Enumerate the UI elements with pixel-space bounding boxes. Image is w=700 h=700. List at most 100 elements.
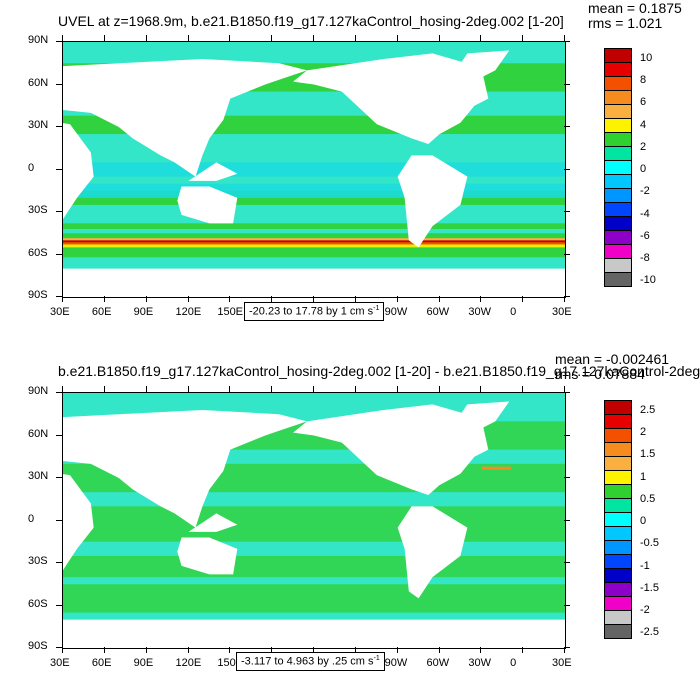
zonal-band	[63, 162, 565, 177]
lon-tick-label: 30W	[468, 657, 491, 669]
colorbar-swatch	[604, 174, 632, 189]
zonal-band	[63, 555, 565, 578]
colorbar-label: 0	[640, 515, 647, 528]
lat-tick-label: 60S	[28, 246, 48, 259]
lat-tick	[564, 519, 570, 521]
colorbar-swatch	[604, 484, 632, 499]
lon-tick-label: 60W	[426, 306, 450, 318]
lon-tick-label: 30W	[468, 306, 491, 318]
colorbar-swatch	[604, 568, 632, 583]
colorbar-swatch	[604, 62, 632, 77]
colorbar-label: 0.5	[640, 492, 656, 505]
colorbar-swatch	[604, 258, 632, 273]
lat-tick	[56, 296, 62, 297]
colorbar-swatch	[604, 76, 632, 91]
lon-tick	[145, 35, 147, 41]
lon-tick	[522, 386, 524, 392]
lon-tick-label: 0	[510, 657, 517, 669]
colorbar-swatch	[604, 512, 632, 527]
lon-tick	[62, 386, 63, 392]
lat-tick-label: 60N	[28, 76, 49, 89]
colorbar: 10 8 6 4 2 0 -2 -4 -6 -8 -10	[604, 48, 656, 287]
lon-tick-label: 60E	[91, 306, 112, 318]
lat-tick-label: 90S	[28, 289, 48, 301]
land-mass	[397, 506, 468, 599]
land-mass	[63, 59, 308, 177]
lon-tick	[480, 296, 482, 302]
lon-tick	[145, 296, 147, 302]
lat-tick-label: 30S	[28, 204, 48, 216]
lon-tick-label: 90W	[384, 657, 408, 669]
colorbar-swatch	[604, 610, 632, 625]
lat-tick	[56, 41, 62, 42]
colorbar-swatch	[604, 554, 632, 569]
lon-tick	[145, 647, 147, 653]
lon-tick	[62, 647, 63, 653]
lon-tick	[271, 296, 273, 302]
contour-range-box: -3.117 to 4.963 by .25 cm s-1	[236, 652, 385, 671]
colorbar-label: -8	[640, 252, 650, 265]
map-plot	[62, 41, 566, 298]
panel-title: UVEL at z=1968.9m, b.e21.B1850.f19_g17.1…	[58, 13, 564, 29]
lon-tick	[103, 35, 105, 41]
lon-tick	[396, 386, 398, 392]
land-mass	[446, 50, 510, 85]
colorbar-label: -2	[640, 604, 650, 617]
lon-tick	[354, 386, 356, 392]
zonal-band	[63, 223, 565, 229]
lon-tick	[522, 647, 524, 653]
lat-tick	[56, 253, 62, 255]
lon-tick	[522, 296, 524, 302]
lon-tick	[103, 647, 105, 653]
lon-tick	[480, 647, 482, 653]
lon-tick	[187, 296, 189, 302]
lon-tick-label: 120E	[175, 306, 202, 318]
lon-tick	[271, 647, 273, 653]
mean-label: mean = 0.1875	[588, 0, 682, 16]
colorbar-swatch	[604, 414, 632, 429]
lon-tick	[103, 386, 105, 392]
land-mass	[177, 537, 238, 575]
lon-tick	[480, 35, 482, 41]
land-mass	[63, 123, 94, 220]
lon-tick	[229, 386, 231, 392]
lon-tick-label: 30E	[552, 306, 572, 318]
mean-label: mean = -0.002461	[555, 351, 670, 367]
lat-tick	[56, 211, 62, 212]
colorbar-label: -1	[640, 559, 650, 572]
lat-tick	[56, 434, 62, 436]
lat-tick	[564, 604, 570, 606]
lat-tick	[564, 296, 570, 297]
colorbar-label: -0.5	[640, 537, 659, 550]
colorbar-label: 10	[640, 51, 653, 64]
lon-tick	[271, 35, 273, 41]
lat-tick-label: 90S	[28, 640, 48, 652]
contour-range-box: -20.23 to 17.78 by 1 cm s-1	[244, 302, 385, 321]
colorbar-label: 2.5	[640, 403, 656, 416]
lat-tick-label: 0	[28, 161, 35, 174]
lon-tick	[62, 35, 63, 41]
lon-tick	[564, 35, 565, 41]
zonal-band	[63, 584, 565, 613]
lon-tick	[522, 35, 524, 41]
colorbar: 2.5 2 1.5 1 0.5 0 -0.5 -1 -1.5 -2 -2.5	[604, 400, 659, 639]
lon-tick	[354, 296, 356, 302]
rms-label: rms = 0.07884	[555, 366, 645, 382]
lon-tick	[564, 647, 565, 653]
lat-tick-label: 30N	[28, 119, 49, 131]
lon-tick	[396, 296, 398, 302]
lat-tick	[56, 562, 62, 563]
colorbar-swatch	[604, 498, 632, 513]
colorbar-swatch	[604, 132, 632, 147]
colorbar-label: -10	[640, 274, 656, 287]
lon-tick	[103, 296, 105, 302]
lat-tick	[564, 562, 570, 563]
land-mass	[63, 619, 565, 648]
land-mass	[63, 474, 94, 571]
colorbar-label: 2	[640, 140, 647, 153]
lon-tick-label: 90E	[133, 657, 154, 669]
land-mass	[446, 401, 510, 436]
colorbar-swatch	[604, 90, 632, 105]
colorbar-swatch	[604, 272, 632, 287]
colorbar-label: -6	[640, 229, 650, 242]
